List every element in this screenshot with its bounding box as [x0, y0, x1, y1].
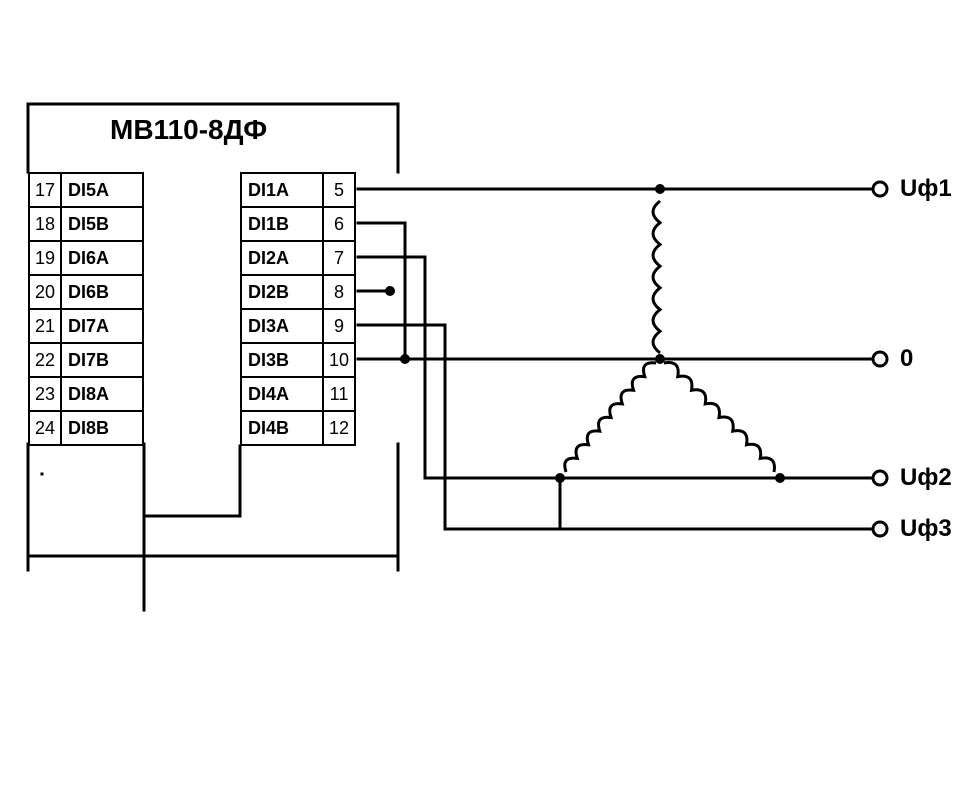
terminal-7-num: 7 [322, 240, 356, 276]
terminal-20-num: 20 [28, 274, 62, 310]
terminal-24-num: 24 [28, 410, 62, 446]
terminal-12-num: 12 [322, 410, 356, 446]
terminal-6-num: 6 [322, 206, 356, 242]
module-title: МВ110-8ДФ [110, 114, 267, 146]
terminal-23-name: DI8A [60, 376, 144, 412]
terminal-19-name: DI6A [60, 240, 144, 276]
terminal-21-name: DI7A [60, 308, 144, 344]
terminal-11-name: DI4A [240, 376, 324, 412]
terminal-9-name: DI3A [240, 308, 324, 344]
output-label-Uф2: Uф2 [900, 464, 952, 492]
output-label-Uф1: Uф1 [900, 175, 952, 203]
terminal-18-name: DI5B [60, 206, 144, 242]
terminal-10-name: DI3B [240, 342, 324, 378]
terminal-8-name: DI2B [240, 274, 324, 310]
terminal-24-name: DI8B [60, 410, 144, 446]
terminal-21-num: 21 [28, 308, 62, 344]
output-label-Uф3: Uф3 [900, 515, 952, 543]
terminal-17-num: 17 [28, 172, 62, 208]
terminal-22-name: DI7B [60, 342, 144, 378]
terminal-7-name: DI2A [240, 240, 324, 276]
terminal-20-name: DI6B [60, 274, 144, 310]
terminal-22-num: 22 [28, 342, 62, 378]
terminal-12-name: DI4B [240, 410, 324, 446]
terminal-23-num: 23 [28, 376, 62, 412]
terminal-11-num: 11 [322, 376, 356, 412]
terminal-5-num: 5 [322, 172, 356, 208]
terminal-8-num: 8 [322, 274, 356, 310]
terminal-19-num: 19 [28, 240, 62, 276]
terminal-6-name: DI1B [240, 206, 324, 242]
terminal-5-name: DI1A [240, 172, 324, 208]
output-label-0: 0 [900, 345, 913, 373]
terminal-10-num: 10 [322, 342, 356, 378]
terminal-18-num: 18 [28, 206, 62, 242]
terminal-17-name: DI5A [60, 172, 144, 208]
terminal-9-num: 9 [322, 308, 356, 344]
